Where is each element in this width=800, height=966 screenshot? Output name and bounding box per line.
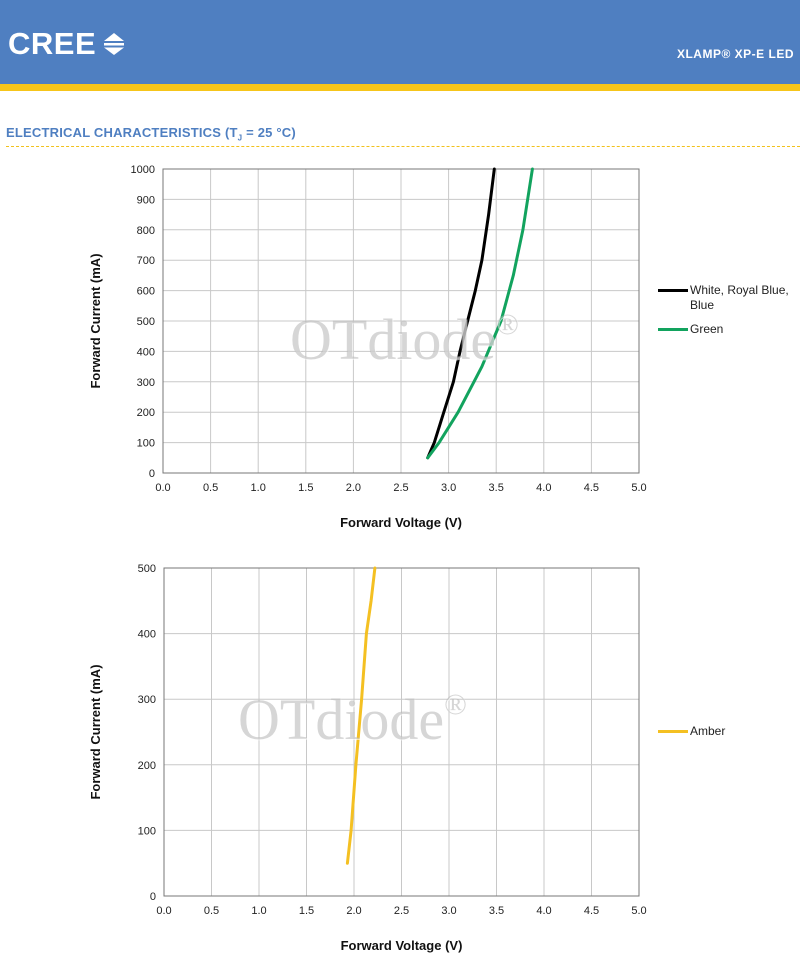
x-tick-label: 4.0: [536, 482, 551, 494]
x-tick-label: 3.5: [489, 482, 504, 494]
brand-logo: CREE: [8, 26, 126, 62]
plot-frame: [163, 567, 640, 897]
x-tick-label: 1.0: [251, 482, 266, 494]
plot-frame: [162, 168, 640, 474]
x-axis-label: Forward Voltage (V): [341, 938, 463, 953]
series-line-0: [345, 566, 377, 865]
y-tick-label: 600: [137, 286, 155, 298]
y-tick-label: 100: [138, 825, 156, 837]
y-tick-label: 400: [137, 346, 155, 358]
y-tick-label: 100: [137, 438, 155, 450]
page-header: CREE XLAMP® XP-E LED: [0, 0, 800, 84]
x-tick-label: 5.0: [631, 905, 646, 917]
y-tick-label: 300: [138, 694, 156, 706]
section-title-main: ELECTRICAL CHARACTERISTICS (T: [6, 125, 238, 140]
y-tick-label: 0: [149, 468, 155, 480]
y-tick-label: 800: [137, 225, 155, 237]
x-tick-label: 5.0: [631, 482, 646, 494]
legend-swatch-white: [658, 289, 688, 292]
x-tick-label: 2.5: [394, 905, 409, 917]
legend-label-white: White, Royal Blue, Blue: [690, 283, 789, 312]
header-stripe: [0, 84, 800, 91]
legend-item-amber: Amber: [658, 724, 725, 739]
forward-current-chart-2: 0.0 0.5 1.0 1.5 2.0 2.5 3.0 3.5 4.0 4.5 5.0 0 100 200…: [88, 563, 647, 953]
legend-swatch-amber: [658, 730, 688, 733]
series-line-1: [426, 167, 534, 460]
x-tick-label: 1.0: [251, 905, 266, 917]
y-axis-label: Forward Current (mA): [88, 664, 103, 799]
x-axis-label: Forward Voltage (V): [340, 515, 462, 530]
x-tick-label: 3.0: [441, 482, 456, 494]
section-title: ELECTRICAL CHARACTERISTICS (TJ = 25 °C): [6, 125, 296, 143]
series-line-0: [426, 167, 496, 460]
legend-label-green: Green: [690, 322, 724, 336]
x-tick-label: 0.0: [156, 905, 171, 917]
brand-name: CREE: [8, 26, 97, 61]
y-tick-label: 200: [137, 407, 155, 419]
product-name: XLAMP® XP-E LED: [676, 47, 794, 61]
x-tick-label: 1.5: [298, 482, 313, 494]
x-tick-label: 4.5: [584, 905, 599, 917]
x-tick-label: 2.0: [346, 482, 361, 494]
section-title-subscript: J: [237, 133, 243, 143]
y-tick-label: 200: [138, 760, 156, 772]
section-title-rest: = 25 °C): [242, 125, 296, 140]
y-tick-label: 500: [138, 563, 156, 575]
x-tick-label: 0.5: [203, 482, 218, 494]
x-tick-label: 2.0: [346, 905, 361, 917]
x-tick-label: 3.5: [489, 905, 504, 917]
x-tick-label: 3.0: [441, 905, 456, 917]
legend-label-amber: Amber: [690, 724, 726, 738]
y-axis-label: Forward Current (mA): [88, 253, 103, 388]
section-divider: [6, 146, 800, 147]
y-tick-label: 900: [137, 194, 155, 206]
cree-logo-icon: [104, 33, 125, 55]
y-tick-label: 0: [150, 891, 156, 903]
x-tick-label: 0.0: [155, 482, 170, 494]
y-tick-label: 500: [137, 316, 155, 328]
legend-item-white: White, Royal Blue, Blue: [658, 283, 800, 313]
forward-current-chart-1: 0.0 0.5 1.0 1.5 2.0 2.5 3.0 3.5 4.0 4.5 5.0 0 100 200…: [88, 164, 647, 530]
x-tick-label: 1.5: [299, 905, 314, 917]
x-tick-label: 2.5: [393, 482, 408, 494]
x-tick-label: 0.5: [204, 905, 219, 917]
legend-item-green: Green: [658, 322, 723, 337]
legend-swatch-green: [658, 328, 688, 331]
x-tick-label: 4.0: [536, 905, 551, 917]
y-tick-label: 700: [137, 255, 155, 267]
y-tick-label: 1000: [131, 164, 155, 176]
x-tick-label: 4.5: [584, 482, 599, 494]
y-tick-label: 300: [137, 377, 155, 389]
y-tick-label: 400: [138, 629, 156, 641]
